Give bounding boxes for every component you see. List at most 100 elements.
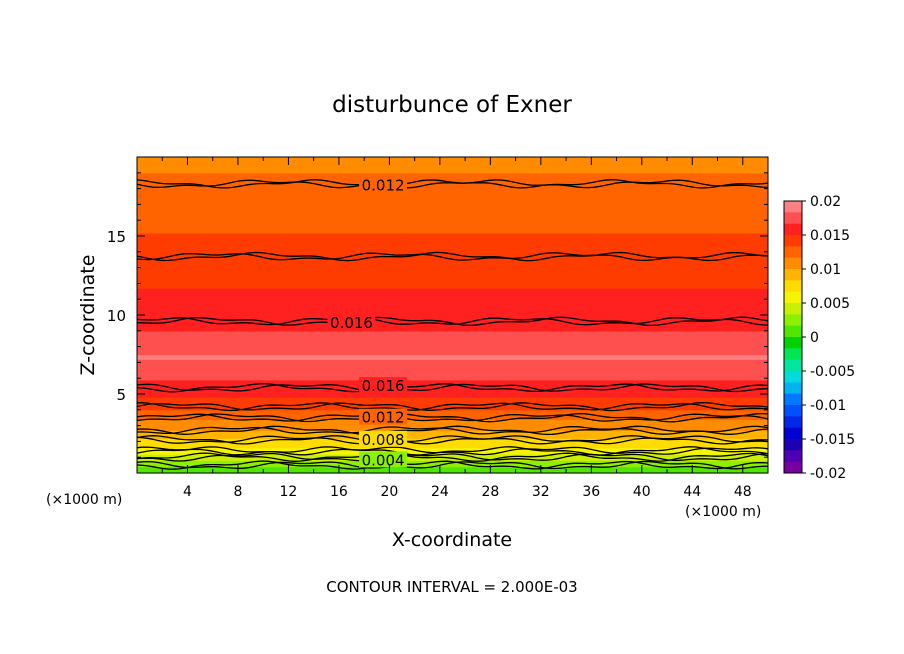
field-band	[137, 220, 768, 223]
field-band	[137, 169, 768, 172]
colorbar-swatch	[784, 235, 802, 247]
field-band	[137, 349, 768, 352]
field-band	[137, 215, 768, 218]
field-band	[137, 311, 768, 315]
field-band	[137, 168, 768, 171]
colorbar-swatch	[784, 450, 802, 463]
field-band	[137, 267, 768, 270]
colorbar-swatch	[784, 371, 802, 383]
field-band	[137, 157, 768, 160]
field-band	[137, 386, 768, 389]
colorbar-swatch	[784, 461, 802, 474]
contour-line	[136, 179, 769, 189]
field-band	[137, 367, 768, 370]
field-band	[137, 281, 768, 284]
field-band	[137, 303, 768, 307]
field-band	[137, 368, 768, 371]
field-band	[137, 362, 768, 365]
field-band	[137, 284, 768, 288]
field-band	[137, 419, 768, 422]
field-band	[137, 160, 768, 163]
plot-area: 0.012 0.016 0.016 0.012 0.008 0.004	[136, 156, 769, 474]
field-band	[137, 217, 768, 220]
contour-line	[136, 402, 769, 412]
contour-label: 0.012	[362, 176, 405, 194]
x-tick-label: 36	[582, 484, 600, 500]
colorbar-swatch	[784, 359, 802, 372]
field-band	[137, 412, 768, 416]
field-band	[137, 259, 768, 262]
field-band	[137, 190, 768, 193]
field-band	[137, 319, 768, 322]
field-band	[137, 228, 768, 231]
field-band	[137, 237, 768, 240]
contour-line	[136, 425, 769, 435]
field-band	[137, 326, 768, 329]
field-band	[137, 300, 768, 303]
field-band	[137, 202, 768, 205]
field-band	[137, 299, 768, 302]
contour-line	[136, 446, 769, 456]
colorbar-tick-label: 0.015	[810, 228, 850, 244]
field-band	[137, 193, 768, 196]
field-band	[137, 240, 768, 243]
x-tick-label: 28	[481, 484, 499, 500]
field-band	[137, 398, 768, 401]
field-band	[137, 379, 768, 382]
colorbar-swatch	[784, 212, 802, 225]
field-band	[137, 198, 768, 201]
colorbar-swatch	[784, 257, 802, 270]
field-band	[137, 210, 768, 213]
field-band	[137, 247, 768, 250]
field-band	[137, 356, 768, 359]
contour-line	[136, 435, 769, 445]
field-band	[137, 163, 768, 166]
contour-line	[136, 413, 769, 422]
field-band	[137, 166, 768, 169]
contour-interval-note: CONTOUR INTERVAL = 2.000E-03	[326, 578, 577, 596]
contour-line	[136, 317, 769, 326]
field-band	[137, 239, 768, 242]
field-band	[137, 454, 768, 457]
x-tick-label: 44	[683, 484, 701, 500]
field-band	[137, 376, 768, 379]
field-band	[137, 431, 768, 435]
field-band	[137, 245, 768, 248]
field-band	[137, 283, 768, 286]
field-band	[137, 297, 768, 300]
field-band	[137, 357, 768, 360]
y-tick-label: 10	[107, 307, 126, 325]
field-band	[137, 433, 768, 436]
field-band	[137, 346, 768, 349]
field-band	[137, 174, 768, 177]
field-band	[137, 164, 768, 168]
field-band	[137, 313, 768, 316]
field-band	[137, 469, 768, 473]
contour-line	[136, 460, 769, 470]
field-band	[137, 158, 768, 161]
field-band	[137, 318, 768, 321]
field-band	[137, 226, 768, 229]
colorbar-tick-label: -0.02	[810, 466, 846, 482]
field-band	[137, 348, 768, 351]
field-band	[137, 335, 768, 338]
field-band	[137, 218, 768, 221]
contour-label-bg	[359, 451, 408, 468]
colorbar-tick-label: 0	[810, 330, 819, 346]
field-band	[137, 254, 768, 258]
field-band	[137, 370, 768, 373]
field-band	[137, 251, 768, 254]
field-band	[137, 194, 768, 198]
contour-label: 0.004	[362, 451, 405, 469]
y-tick-labels: 5 10 15	[107, 228, 126, 404]
x-axis-label: X-coordinate	[392, 529, 512, 551]
field-band	[137, 286, 768, 289]
colorbar-swatch	[784, 201, 802, 213]
contour-label-bg	[359, 430, 408, 447]
field-band	[137, 332, 768, 335]
x-tick-label: 48	[734, 484, 752, 500]
field-band	[137, 172, 768, 175]
field-band	[137, 390, 768, 394]
field-band	[137, 408, 768, 411]
field-band	[137, 292, 768, 296]
